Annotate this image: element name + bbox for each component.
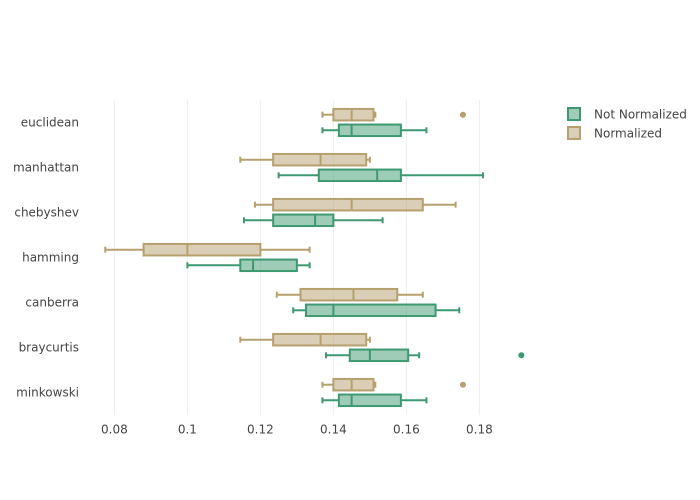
legend-label-normalized: Normalized — [594, 127, 662, 141]
box-not-normalized-chebyshev[interactable] — [242, 213, 384, 228]
box-iqr — [305, 303, 437, 318]
legend-swatch-normalized — [567, 126, 581, 140]
box-iqr — [239, 258, 298, 273]
category-label-euclidean: euclidean — [21, 116, 79, 130]
box-iqr — [332, 377, 375, 392]
plot-area — [104, 107, 525, 408]
grid-lines — [113, 100, 480, 415]
outlier-point — [459, 381, 466, 388]
box-iqr — [337, 393, 402, 408]
box-normalized-chebyshev[interactable] — [253, 197, 457, 212]
legend-swatch-not-normalized — [567, 107, 581, 121]
x-tick-label: 0.12 — [247, 423, 274, 437]
outlier-point — [459, 111, 466, 118]
box-normalized-canberra[interactable] — [275, 287, 424, 302]
y-axis-categories: euclidean manhattan chebyshev hamming canber… — [13, 116, 79, 400]
category-label-canberra: canberra — [25, 296, 79, 310]
outlier-point — [518, 352, 525, 359]
box-iqr — [142, 242, 262, 257]
box-iqr — [317, 168, 402, 183]
box-iqr — [272, 213, 335, 228]
x-tick-label: 0.1 — [178, 423, 197, 437]
x-axis-ticks: 0.08 0.1 0.12 0.14 0.16 0.18 — [101, 423, 493, 437]
x-tick-label: 0.18 — [466, 423, 493, 437]
category-label-braycurtis: braycurtis — [19, 341, 79, 355]
box-normalized-euclidean[interactable] — [321, 107, 466, 122]
box-not-normalized-manhattan[interactable] — [277, 168, 485, 183]
box-not-normalized-braycurtis[interactable] — [325, 348, 525, 363]
box-normalized-manhattan[interactable] — [239, 152, 371, 167]
category-label-manhattan: manhattan — [13, 161, 79, 175]
box-iqr — [332, 107, 375, 122]
box-iqr — [337, 123, 402, 138]
box-normalized-braycurtis[interactable] — [239, 332, 371, 347]
legend-label-not-normalized: Not Normalized — [594, 108, 687, 122]
box-not-normalized-euclidean[interactable] — [321, 123, 428, 138]
box-not-normalized-hamming[interactable] — [186, 258, 311, 273]
box-normalized-hamming[interactable] — [104, 242, 311, 257]
box-normalized-minkowski[interactable] — [321, 377, 466, 392]
x-tick-label: 0.16 — [393, 423, 420, 437]
x-tick-label: 0.14 — [320, 423, 347, 437]
box-iqr — [272, 197, 424, 212]
category-label-hamming: hamming — [22, 251, 79, 265]
category-label-minkowski: minkowski — [16, 386, 79, 400]
legend[interactable]: Not Normalized Normalized — [567, 107, 687, 141]
box-iqr — [299, 287, 399, 302]
legend-item-normalized[interactable]: Normalized — [567, 126, 662, 141]
box-not-normalized-minkowski[interactable] — [321, 393, 428, 408]
legend-item-not-normalized[interactable]: Not Normalized — [567, 107, 687, 122]
box-iqr — [348, 348, 410, 363]
category-label-chebyshev: chebyshev — [14, 206, 79, 220]
x-tick-label: 0.08 — [101, 423, 128, 437]
box-not-normalized-canberra[interactable] — [292, 303, 461, 318]
